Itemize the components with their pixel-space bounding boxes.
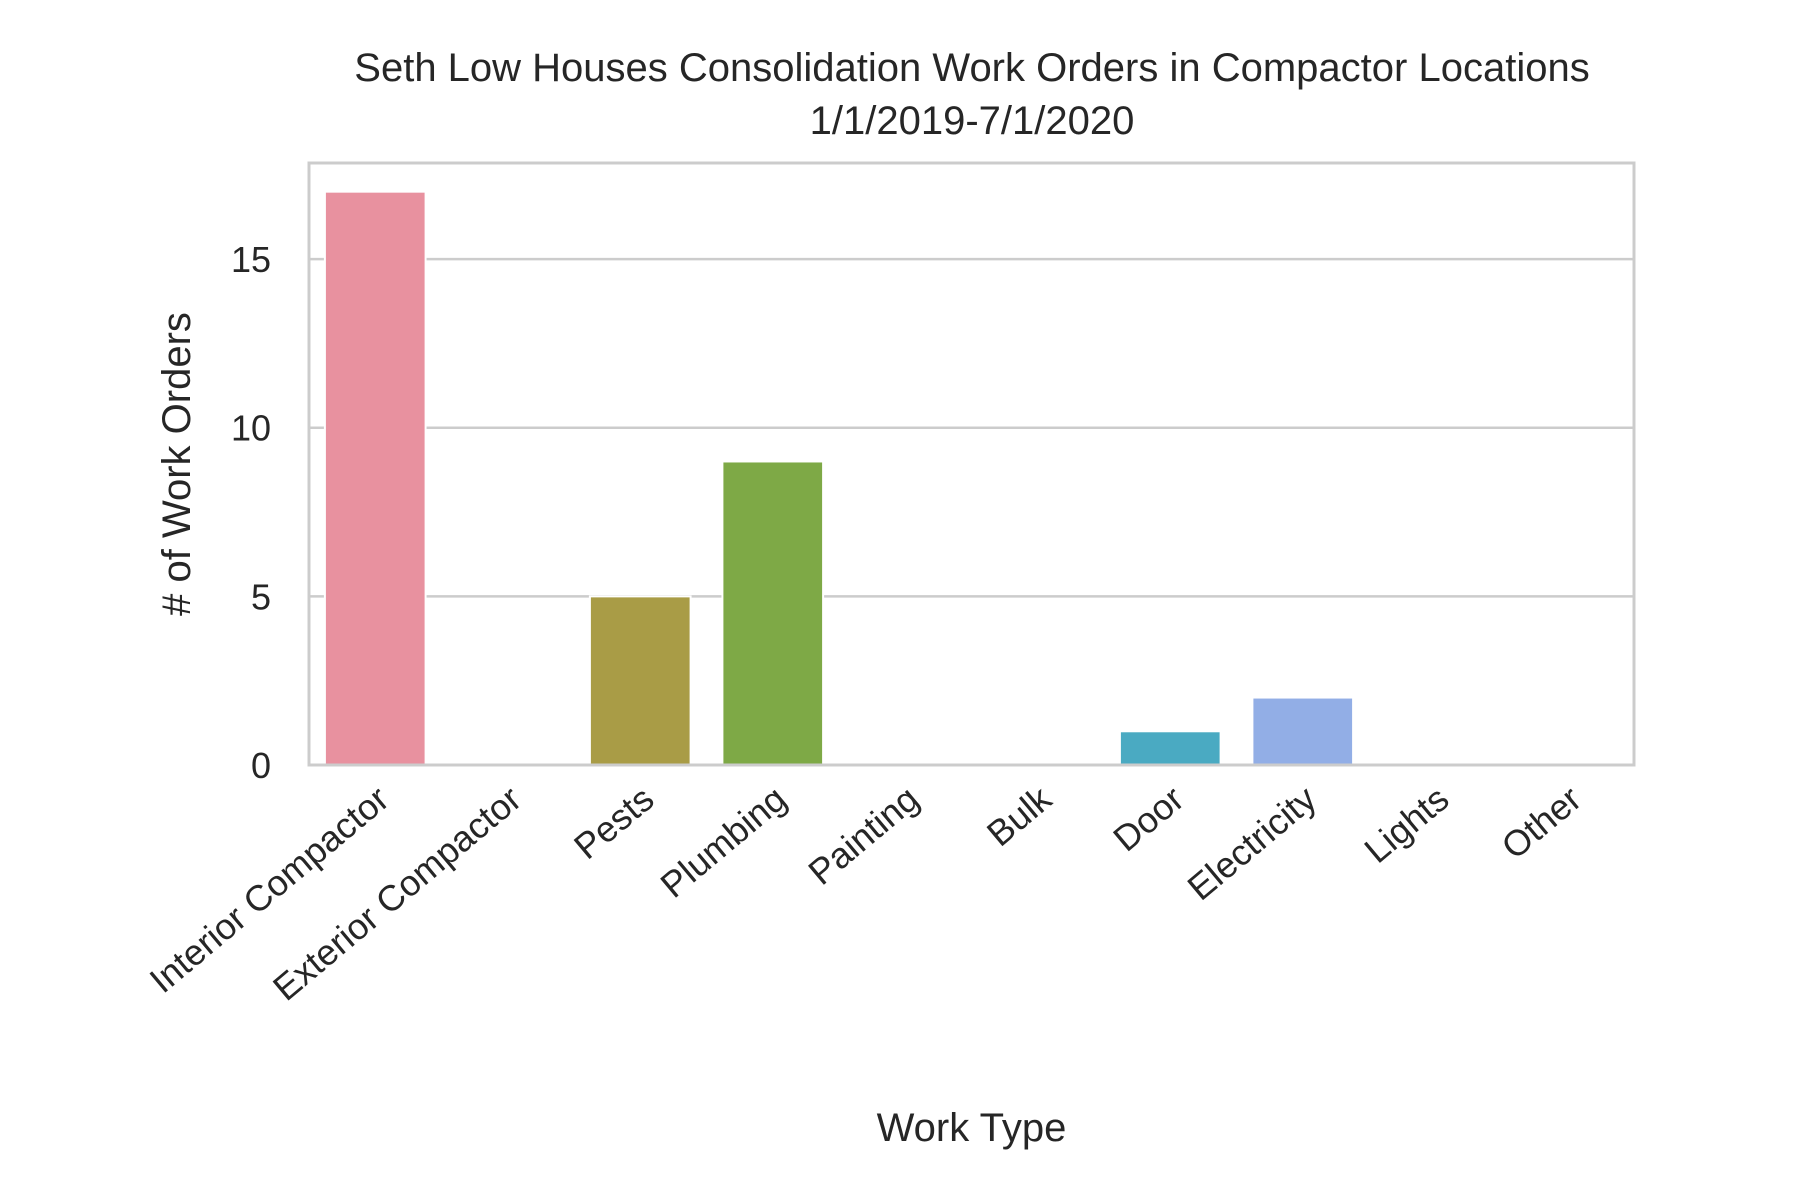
bar-interior-compactor — [323, 190, 427, 766]
bars — [323, 190, 1355, 767]
x-tick-label: Door — [1105, 778, 1191, 860]
y-tick-label: 10 — [231, 408, 271, 449]
x-tick-label: Pests — [566, 778, 661, 867]
x-axis-label: Work Type — [877, 1106, 1067, 1150]
x-tick-label: Exterior Compactor — [265, 778, 529, 1009]
chart-title: Seth Low Houses Consolidation Work Order… — [354, 46, 1589, 90]
bar-electricity — [1251, 696, 1355, 766]
x-tick-label: Other — [1494, 778, 1589, 867]
x-tick-label: Plumbing — [653, 778, 794, 906]
bar-plumbing — [721, 460, 825, 766]
plot-frame — [307, 161, 1636, 767]
chart-subtitle: 1/1/2019-7/1/2020 — [810, 99, 1135, 143]
y-axis-ticks: 0 5 10 15 — [231, 239, 271, 786]
y-tick-label: 15 — [231, 239, 271, 280]
bar-pests — [588, 595, 692, 767]
x-tick-label: Lights — [1356, 778, 1456, 871]
y-tick-label: 5 — [251, 576, 271, 617]
gridlines — [309, 257, 1634, 598]
x-tick-label: Painting — [800, 778, 926, 893]
y-axis-label: # of Work Orders — [155, 312, 199, 616]
y-tick-label: 0 — [251, 745, 271, 786]
x-tick-label: Electricity — [1180, 778, 1324, 908]
x-tick-label: Bulk — [979, 777, 1060, 854]
x-tick-label: Interior Compactor — [142, 778, 397, 1001]
bar-door — [1118, 730, 1222, 767]
